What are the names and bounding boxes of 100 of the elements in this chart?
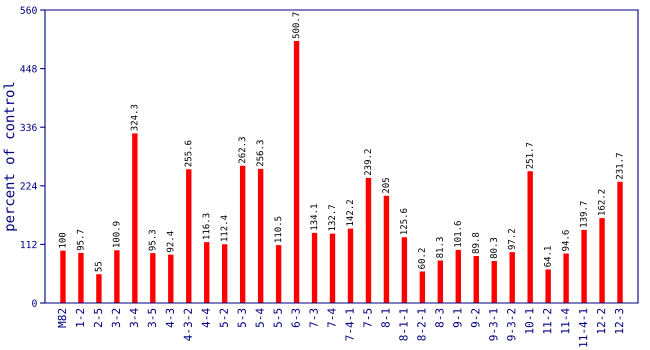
x-tick-label: 9-3-1 — [489, 308, 498, 341]
data-label: 134.1 — [310, 204, 318, 230]
data-label: 81.3 — [436, 237, 443, 258]
x-tick-label: 11-2 — [543, 308, 552, 334]
y-tick-label: 448 — [20, 65, 37, 72]
bar — [258, 168, 264, 303]
x-tick-label: 5-2 — [220, 308, 228, 328]
bar — [78, 252, 84, 303]
data-label: 162.2 — [598, 190, 605, 215]
y-tick-label: 112 — [20, 240, 37, 248]
bar — [276, 245, 282, 303]
bar — [168, 254, 174, 303]
bar — [527, 171, 533, 303]
data-label: 251.7 — [526, 142, 533, 169]
x-tick-label: 2-5 — [94, 308, 102, 328]
bar — [617, 182, 623, 303]
x-tick-label: 7-4-1 — [345, 308, 354, 341]
x-tick-label: 3-2 — [112, 308, 120, 328]
bar — [545, 269, 551, 303]
data-label: 94.6 — [562, 230, 569, 251]
data-label: 132.7 — [328, 204, 336, 230]
x-tick-label: 9-1 — [453, 308, 462, 328]
x-tick-label: 5-5 — [274, 308, 282, 328]
x-tick-label: 7-4 — [328, 308, 336, 328]
bar — [150, 253, 156, 303]
data-label: 500.7 — [292, 12, 300, 38]
data-label: 142.2 — [346, 200, 353, 226]
x-tick-label: 4-3 — [166, 308, 174, 328]
bar — [474, 256, 479, 303]
bar — [402, 237, 408, 303]
data-label: 231.7 — [616, 153, 623, 180]
bar — [96, 274, 102, 303]
bar — [294, 41, 300, 303]
data-label: 139.7 — [580, 201, 587, 227]
bar — [456, 250, 461, 303]
data-label: 125.6 — [400, 208, 408, 234]
data-label: 64.1 — [544, 246, 551, 267]
y-tick-label: 560 — [20, 6, 37, 14]
data-label: 80.3 — [490, 238, 497, 258]
x-tick-label: 11-4-1 — [579, 308, 588, 347]
y-tick-label: 336 — [20, 124, 37, 132]
data-label: 112.4 — [220, 215, 228, 242]
y-tick-label: 0 — [32, 300, 37, 307]
data-label: 92.4 — [166, 231, 174, 252]
data-label: 55 — [94, 262, 102, 272]
y-tick-label: 224 — [20, 182, 37, 190]
bar — [492, 260, 497, 303]
x-tick-label: 9-2 — [471, 308, 480, 328]
bar — [510, 252, 515, 303]
x-tick-label: 4-4 — [202, 308, 210, 328]
data-label: 239.2 — [364, 149, 372, 176]
data-label: 60.2 — [418, 248, 426, 269]
bar — [204, 242, 210, 303]
x-tick-label: 9-3-2 — [507, 308, 516, 341]
x-tick-label: 3-5 — [148, 308, 156, 328]
bar — [384, 196, 390, 303]
data-label: 256.3 — [256, 140, 264, 166]
bar — [366, 178, 372, 303]
x-tick-label: 5-4 — [256, 308, 264, 328]
data-label: 100 — [58, 232, 66, 248]
x-tick-label: 3-4 — [130, 308, 138, 328]
data-label: 89.8 — [472, 232, 479, 254]
bar — [186, 169, 192, 303]
data-label: 95.3 — [148, 230, 156, 250]
data-label: 95.7 — [76, 230, 84, 250]
data-label: 116.3 — [202, 214, 210, 239]
bar — [114, 250, 120, 303]
bar — [438, 260, 444, 303]
x-tick-label: 12-2 — [596, 308, 606, 334]
data-label: 101.6 — [454, 221, 461, 247]
bar — [420, 272, 426, 303]
data-label: 205 — [382, 178, 390, 193]
x-tick-label: 8-1 — [381, 308, 390, 328]
x-tick-label: 12-3 — [614, 308, 624, 334]
bar — [581, 230, 587, 303]
bar — [132, 133, 138, 303]
data-label: 255.6 — [184, 140, 192, 167]
bar — [599, 218, 605, 303]
x-tick-label: 1-2 — [76, 308, 84, 327]
x-tick-label: 7-3 — [309, 308, 318, 328]
x-tick-label: 6-3 — [291, 308, 300, 328]
bar — [563, 254, 569, 303]
x-tick-label: 5-3 — [238, 308, 246, 328]
bar — [222, 244, 228, 303]
data-label: 100.9 — [112, 222, 120, 248]
x-tick-label: 4-3-2 — [184, 308, 192, 341]
x-tick-label: 10-1 — [525, 308, 534, 334]
data-label: 324.3 — [130, 104, 138, 131]
x-tick-label: 11-4 — [561, 308, 570, 334]
bar — [348, 228, 354, 303]
data-label: 97.2 — [508, 229, 515, 250]
data-label: 110.5 — [274, 216, 282, 242]
bar — [312, 232, 318, 303]
y-axis-title: percent of control — [4, 82, 18, 230]
x-tick-label: M82 — [58, 308, 66, 328]
bar — [240, 166, 246, 303]
bar — [60, 250, 66, 303]
x-tick-label: 8-3 — [435, 308, 444, 328]
x-tick-label: 7-5 — [363, 308, 372, 328]
x-tick-label: 8-2-1 — [417, 308, 426, 341]
